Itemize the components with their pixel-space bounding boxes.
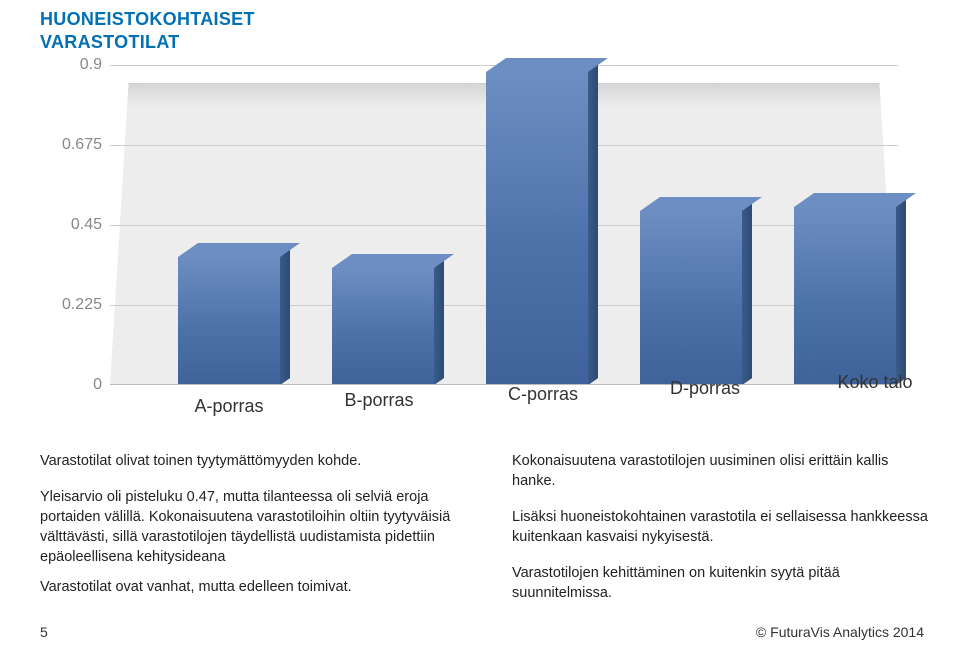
- title-line-2: VARASTOTILAT: [40, 32, 180, 52]
- chart-xtick-label: C-porras: [508, 384, 578, 405]
- footer: 5 © FuturaVis Analytics 2014: [40, 624, 924, 640]
- copyright-text: FuturaVis Analytics 2014: [770, 624, 924, 640]
- page-title: HUONEISTOKOHTAISET VARASTOTILAT: [40, 8, 928, 53]
- chart-baseline: [110, 384, 898, 385]
- page: HUONEISTOKOHTAISET VARASTOTILAT A-porras…: [0, 8, 960, 652]
- chart-xtick-label: Koko talo: [837, 372, 912, 393]
- chart-ytick-label: 0.45: [50, 216, 102, 234]
- chart-xtick-label: A-porras: [194, 396, 263, 417]
- page-number: 5: [40, 624, 48, 640]
- left-para-3: Varastotilat ovat vanhat, mutta edelleen…: [40, 577, 456, 597]
- chart-xtick-label: B-porras: [344, 390, 413, 411]
- chart-bar: [332, 268, 434, 385]
- chart-ytick-label: 0: [50, 376, 102, 394]
- chart-xtick-label: D-porras: [670, 378, 740, 399]
- bar-chart: A-porras B-porras C-porras D-porras Koko tal…: [40, 65, 928, 425]
- text-columns: Varastotilat olivat toinen tyytymättömyy…: [40, 451, 928, 613]
- text-column-left: Varastotilat olivat toinen tyytymättömyy…: [40, 451, 456, 613]
- chart-ytick-label: 0.9: [50, 56, 102, 74]
- left-para-2: Yleisarvio oli pisteluku 0.47, mutta til…: [40, 487, 456, 567]
- copyright: © FuturaVis Analytics 2014: [756, 624, 924, 640]
- chart-bar: [640, 211, 742, 385]
- copyright-symbol: ©: [756, 624, 766, 640]
- text-column-right: Kokonaisuutena varastotilojen uusiminen …: [512, 451, 928, 613]
- chart-bar: [178, 257, 280, 385]
- chart-bar: [794, 207, 896, 385]
- chart-ytick-label: 0.675: [50, 136, 102, 154]
- right-para-1: Kokonaisuutena varastotilojen uusiminen …: [512, 451, 928, 491]
- title-line-1: HUONEISTOKOHTAISET: [40, 9, 255, 29]
- right-para-3: Varastotilojen kehittäminen on kuitenkin…: [512, 563, 928, 603]
- chart-bar: [486, 72, 588, 385]
- chart-ytick-label: 0.225: [50, 296, 102, 314]
- right-para-2: Lisäksi huoneistokohtainen varastotila e…: [512, 507, 928, 547]
- left-para-1: Varastotilat olivat toinen tyytymättömyy…: [40, 451, 456, 471]
